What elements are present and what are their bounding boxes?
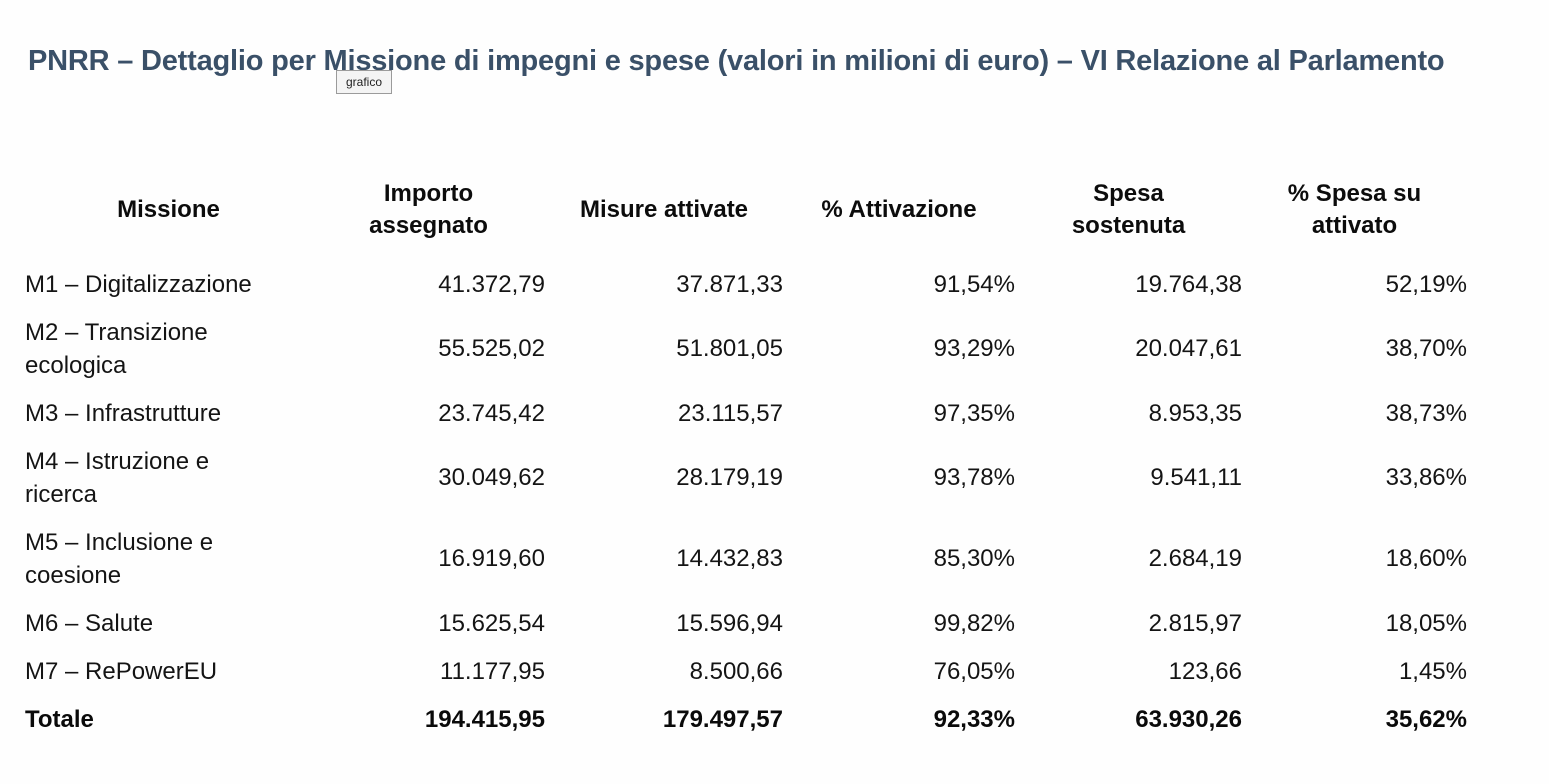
table-row: M1 – Digitalizzazione 41.372,79 37.871,3… <box>25 260 1467 308</box>
cell-missione: M3 – Infrastrutture <box>25 399 222 427</box>
table-row: M3 – Infrastrutture 23.745,42 23.115,57 … <box>25 389 1467 437</box>
cell-pct-attivazione: 93,78% <box>933 464 1015 491</box>
cell-missione: M2 – Transizione ecologica <box>25 318 208 379</box>
table-row: M6 – Salute 15.625,54 15.596,94 99,82% 2… <box>25 599 1467 647</box>
cell-pct-attivazione: 85,30% <box>933 545 1015 572</box>
column-header-pct-attivazione: % Attivazione <box>821 196 977 223</box>
cell-misure-attivate: 179.497,57 <box>662 705 783 733</box>
page-title: PNRR – Dettaglio per Missione di impegni… <box>28 45 1445 78</box>
cell-pct-spesa-su-attivato: 18,60% <box>1385 545 1467 572</box>
table-row: M2 – Transizione ecologica 55.525,02 51.… <box>25 308 1467 389</box>
cell-spesa-sostenuta: 8.953,35 <box>1148 399 1242 427</box>
cell-missione: M6 – Salute <box>25 609 154 637</box>
column-header-missione: Missione <box>117 196 220 223</box>
cell-misure-attivate: 28.179,19 <box>676 464 783 491</box>
cell-importo-assegnato: 23.745,42 <box>438 399 545 427</box>
cell-pct-attivazione: 76,05% <box>933 657 1015 685</box>
cell-importo-assegnato: 15.625,54 <box>438 609 545 637</box>
cell-misure-attivate: 15.596,94 <box>676 609 783 637</box>
cell-importo-assegnato: 41.372,79 <box>438 270 545 298</box>
cell-missione: M5 – Inclusione e coesione <box>25 528 214 589</box>
cell-importo-assegnato: 194.415,95 <box>424 705 545 733</box>
cell-pct-attivazione: 93,29% <box>933 335 1015 362</box>
cell-importo-assegnato: 16.919,60 <box>438 545 545 572</box>
missions-table: Missione Importo assegnato Misure attiva… <box>25 166 1467 743</box>
cell-missione: M4 – Istruzione e ricerca <box>25 447 210 508</box>
cell-pct-spesa-su-attivato: 35,62% <box>1385 705 1467 733</box>
cell-misure-attivate: 8.500,66 <box>689 657 783 685</box>
cell-misure-attivate: 23.115,57 <box>678 399 783 427</box>
column-header-importo-assegnato: Importo assegnato <box>369 180 488 239</box>
cell-pct-attivazione: 99,82% <box>933 609 1015 637</box>
cell-importo-assegnato: 30.049,62 <box>438 464 545 491</box>
grafico-button[interactable]: grafico <box>336 70 393 94</box>
table-row: M4 – Istruzione e ricerca 30.049,62 28.1… <box>25 437 1467 518</box>
cell-misure-attivate: 37.871,33 <box>676 270 783 298</box>
column-header-pct-spesa-su-attivato: % Spesa su attivato <box>1287 180 1422 239</box>
cell-missione: Totale <box>25 705 94 733</box>
table-body: M1 – Digitalizzazione 41.372,79 37.871,3… <box>25 260 1467 743</box>
cell-spesa-sostenuta: 123,66 <box>1168 657 1242 685</box>
total-row: Totale 194.415,95 179.497,57 92,33% 63.9… <box>25 695 1467 743</box>
cell-pct-attivazione: 92,33% <box>933 705 1015 733</box>
column-header-spesa-sostenuta: Spesa sostenuta <box>1071 180 1186 239</box>
cell-spesa-sostenuta: 9.541,11 <box>1150 464 1242 491</box>
cell-spesa-sostenuta: 63.930,26 <box>1135 705 1242 733</box>
cell-missione: M1 – Digitalizzazione <box>25 270 252 298</box>
cell-pct-spesa-su-attivato: 18,05% <box>1385 609 1467 637</box>
cell-spesa-sostenuta: 20.047,61 <box>1135 335 1242 362</box>
cell-misure-attivate: 14.432,83 <box>676 545 783 572</box>
cell-spesa-sostenuta: 2.815,97 <box>1148 609 1242 637</box>
cell-spesa-sostenuta: 19.764,38 <box>1135 270 1242 298</box>
cell-pct-spesa-su-attivato: 33,86% <box>1385 464 1467 491</box>
cell-pct-attivazione: 91,54% <box>933 270 1015 298</box>
cell-pct-spesa-su-attivato: 38,70% <box>1385 335 1467 362</box>
cell-importo-assegnato: 55.525,02 <box>438 335 545 362</box>
cell-pct-spesa-su-attivato: 52,19% <box>1385 270 1467 298</box>
table-header-row: Missione Importo assegnato Misure attiva… <box>25 166 1467 260</box>
column-header-misure-attivate: Misure attivate <box>579 196 749 223</box>
table-row: M5 – Inclusione e coesione 16.919,60 14.… <box>25 518 1467 599</box>
cell-importo-assegnato: 11.177,95 <box>440 657 545 685</box>
cell-misure-attivate: 51.801,05 <box>676 335 783 362</box>
cell-spesa-sostenuta: 2.684,19 <box>1148 545 1242 572</box>
cell-pct-spesa-su-attivato: 38,73% <box>1385 399 1467 427</box>
cell-pct-spesa-su-attivato: 1,45% <box>1398 657 1467 685</box>
cell-missione: M7 – RePowerEU <box>25 657 218 685</box>
cell-pct-attivazione: 97,35% <box>933 399 1015 427</box>
table-row: M7 – RePowerEU 11.177,95 8.500,66 76,05%… <box>25 647 1467 695</box>
